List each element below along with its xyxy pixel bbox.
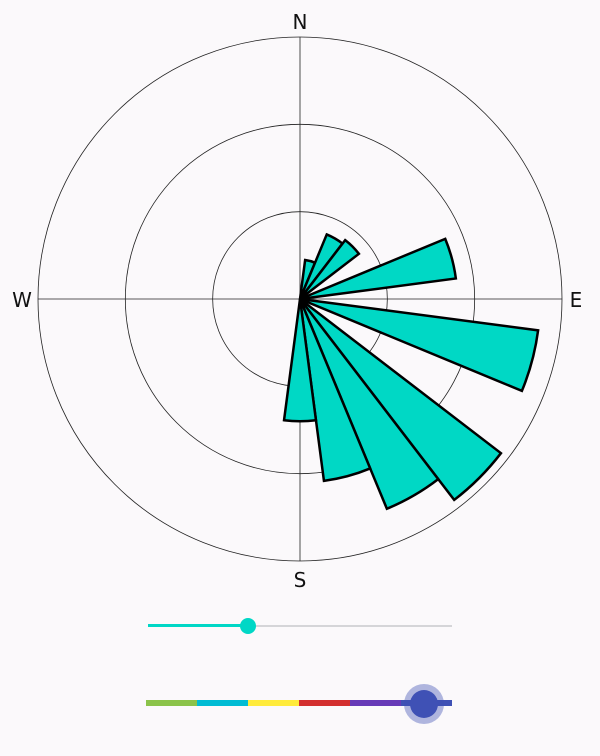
wind-sector-5	[299, 297, 540, 393]
wind-sector-8	[298, 298, 372, 483]
wind-sector-6	[299, 298, 503, 502]
color-segment-3[interactable]	[248, 700, 299, 706]
color-slider-thumb[interactable]	[410, 690, 439, 718]
wind-sector-9	[282, 298, 318, 423]
color-slider[interactable]	[146, 684, 452, 724]
speed-slider-track[interactable]	[148, 625, 452, 627]
speed-slider[interactable]	[148, 614, 452, 638]
speed-slider-thumb[interactable]	[240, 618, 257, 634]
color-segment-1[interactable]	[146, 700, 197, 706]
wind-rose-chart	[37, 36, 563, 562]
wind-sector-3	[299, 238, 361, 300]
east-label: E	[569, 288, 583, 312]
speed-slider-fill	[148, 624, 249, 627]
south-label: S	[293, 568, 307, 592]
west-label: W	[12, 288, 32, 312]
north-label: N	[292, 10, 308, 34]
wind-sector-4	[299, 237, 458, 301]
wind-sector-7	[298, 298, 440, 511]
color-segment-4[interactable]	[299, 700, 350, 706]
color-segment-2[interactable]	[197, 700, 248, 706]
color-segment-5[interactable]	[350, 700, 401, 706]
